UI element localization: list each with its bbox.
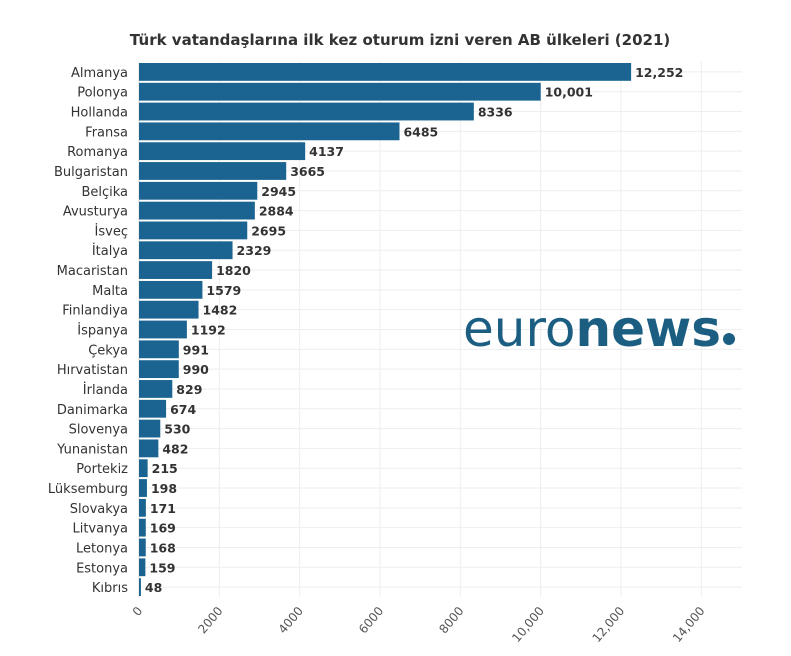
bar <box>139 459 148 478</box>
euronews-logo: euronews <box>463 300 735 358</box>
data-label: 4137 <box>309 144 344 159</box>
data-label: 530 <box>164 422 190 437</box>
bar <box>139 82 541 101</box>
bar <box>139 380 173 398</box>
bar <box>139 399 167 418</box>
bar <box>139 538 146 557</box>
category-label: İspanya <box>77 323 128 339</box>
category-label: Malta <box>92 284 128 299</box>
bar <box>139 201 255 220</box>
data-label: 2329 <box>237 243 272 258</box>
bar <box>139 558 146 577</box>
bar <box>139 261 213 279</box>
data-label: 990 <box>183 362 209 377</box>
category-label: Hırvatistan <box>57 363 128 378</box>
data-label: 8336 <box>478 105 513 120</box>
x-tick-label: 12,000 <box>590 604 628 645</box>
data-label: 171 <box>150 501 176 516</box>
bar <box>139 498 146 517</box>
category-label: Avusturya <box>63 205 128 220</box>
bar <box>139 162 287 180</box>
data-label: 159 <box>149 560 175 575</box>
category-label: Finlandiya <box>62 304 128 319</box>
x-tick-label: 6000 <box>356 604 386 636</box>
category-label: Macaristan <box>57 264 128 279</box>
bar <box>139 241 233 260</box>
data-label: 674 <box>170 402 196 417</box>
data-label: 991 <box>183 342 209 357</box>
data-label: 2945 <box>261 184 296 199</box>
bar <box>139 280 203 299</box>
data-label: 215 <box>152 461 178 476</box>
svg-text:euronews: euronews <box>463 300 721 358</box>
data-label: 12,252 <box>635 65 683 80</box>
data-label: 6485 <box>403 124 438 139</box>
data-label: 48 <box>145 580 162 595</box>
bar <box>139 63 632 81</box>
x-tick-label: 14,000 <box>670 604 708 645</box>
bar <box>139 578 141 596</box>
data-label: 1820 <box>216 263 251 278</box>
bar <box>139 300 199 319</box>
category-label: Çekya <box>88 343 128 358</box>
data-label: 1192 <box>191 323 226 338</box>
category-label: Kıbrıs <box>92 581 128 596</box>
bar <box>139 340 179 359</box>
data-label: 482 <box>162 441 188 456</box>
chart-title: Türk vatandaşlarına ilk kez oturum izni … <box>130 31 671 49</box>
category-label: Yunanistan <box>56 442 128 457</box>
x-tick-label: 0 <box>130 604 146 619</box>
data-label: 10,001 <box>545 85 593 100</box>
x-tick-label: 8000 <box>436 604 466 636</box>
category-label: Lüksemburg <box>48 482 128 497</box>
bar <box>139 360 179 379</box>
data-label: 3665 <box>290 164 325 179</box>
category-label: Belçika <box>81 185 128 200</box>
data-label: 169 <box>150 521 176 536</box>
data-label: 2695 <box>251 223 286 238</box>
category-label: Romanya <box>67 145 128 160</box>
data-label: 198 <box>151 481 177 496</box>
bar <box>139 181 258 200</box>
x-tick-label: 4000 <box>276 604 306 636</box>
bar <box>139 142 306 161</box>
category-label: Hollanda <box>71 106 128 121</box>
logo-dot <box>723 333 735 345</box>
bar <box>139 320 187 339</box>
category-label: Bulgaristan <box>54 165 128 180</box>
category-label: Portekiz <box>76 462 128 477</box>
bar <box>139 122 400 141</box>
data-label: 829 <box>176 382 202 397</box>
category-label: Estonya <box>76 561 128 576</box>
category-label: Polonya <box>77 86 128 101</box>
category-label: İrlanda <box>83 382 128 398</box>
category-label: Slovakya <box>70 502 128 517</box>
logo-text-bold: news <box>576 300 721 358</box>
bar <box>139 419 161 438</box>
data-label: 1482 <box>203 303 238 318</box>
logo-text-light: euro <box>463 300 576 358</box>
x-tick-label: 2000 <box>195 604 225 636</box>
bar <box>139 221 248 240</box>
category-label: Fransa <box>85 125 128 140</box>
data-label: 1579 <box>206 283 241 298</box>
category-label: Slovenya <box>69 423 128 438</box>
category-label: İtalya <box>92 243 128 259</box>
category-label: Danimarka <box>57 403 128 418</box>
x-tick-label: 10,000 <box>509 604 547 645</box>
bar <box>139 479 147 497</box>
category-label: Litvanya <box>72 522 128 537</box>
bar <box>139 102 474 121</box>
data-label: 168 <box>150 540 176 555</box>
data-label: 2884 <box>259 204 294 219</box>
category-label: Almanya <box>71 66 128 81</box>
category-label: İsveç <box>95 223 128 239</box>
bar <box>139 518 146 537</box>
bar <box>139 439 159 458</box>
category-label: Letonya <box>76 541 128 556</box>
